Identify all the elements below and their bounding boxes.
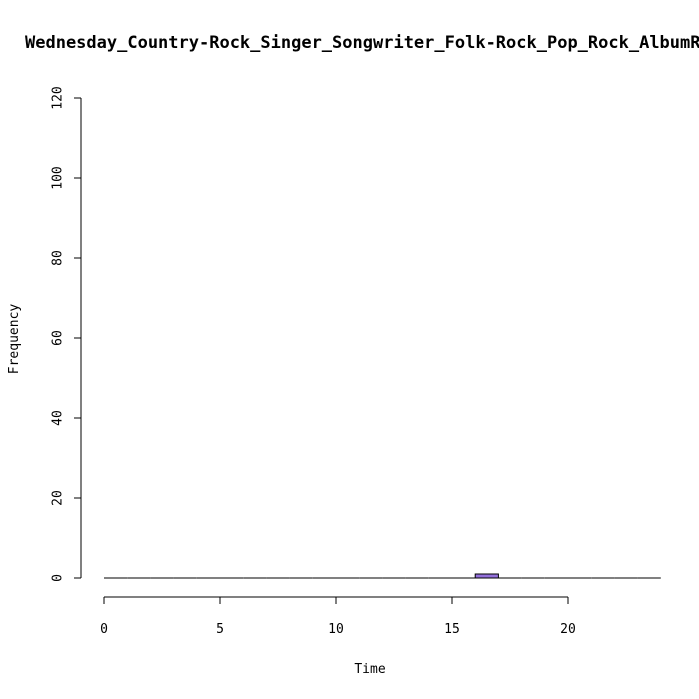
x-tick-label: 20	[560, 622, 576, 637]
x-tick-label: 5	[216, 622, 224, 637]
y-tick-label: 120	[51, 86, 66, 109]
y-tick-label: 20	[51, 490, 66, 506]
y-axis: 0 20 40 60 80 100 120	[51, 86, 82, 582]
x-axis-label: Time	[354, 662, 385, 677]
chart-title: Wednesday_Country-Rock_Singer_Songwriter…	[25, 33, 699, 53]
y-tick-label: 100	[51, 166, 66, 189]
y-tick-label: 0	[51, 574, 66, 582]
histogram-bars	[104, 573, 661, 579]
y-tick-label: 40	[51, 410, 66, 426]
x-tick-label: 0	[100, 622, 108, 637]
y-axis-label: Frequency	[7, 304, 22, 375]
x-tick-label: 10	[328, 622, 344, 637]
x-tick-label: 15	[444, 622, 460, 637]
histogram-bar	[474, 573, 499, 579]
y-tick-label: 80	[51, 250, 66, 266]
x-axis: 0 5 10 15 20	[100, 596, 576, 637]
y-tick-label: 60	[51, 330, 66, 346]
